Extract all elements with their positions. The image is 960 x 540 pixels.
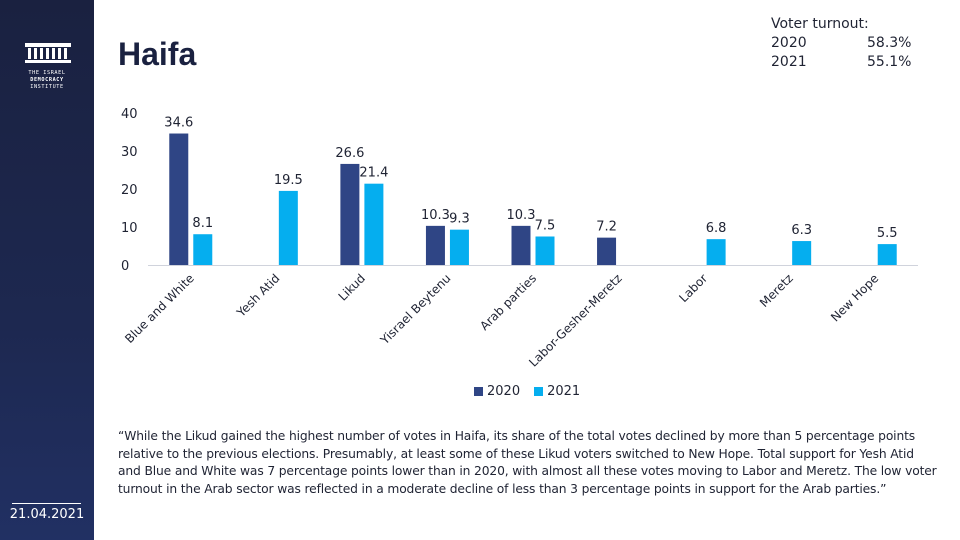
page-title: Haifa [118,36,197,72]
logo-text-line-3: INSTITUTE [30,84,64,90]
x-tick-label: Blue and White [122,271,197,346]
bar-2020-arab-parties [511,225,531,265]
legend-item-2020: 2020 [474,384,520,399]
voter-turnout-box: Voter turnout: 2020 58.3% 2021 55.1% [771,15,911,72]
data-label: 5.5 [877,226,898,241]
bar-chart: 0 10 20 30 40 34.6 8.1 Blue and White 19.5 Yesh A… [121,107,918,370]
y-tick-label: 30 [121,145,138,160]
x-tick-label: Yisrael Beytenu [377,271,454,348]
data-label: 6.8 [706,221,727,236]
sidebar: THE ISRAEL DEMOCRACY INSTITUTE 21.04.202… [0,0,94,540]
data-label: 6.3 [791,223,812,238]
x-tick-label: Yesh Atid [233,271,282,320]
analysis-quote: “While the Likud gained the highest numb… [118,429,937,496]
legend-swatch-2021 [534,387,544,396]
bar-2021-blue-and-white [193,234,213,265]
turnout-row-2020: 2020 58.3% [771,34,911,53]
logo-text-line-1: THE ISRAEL [28,70,66,76]
data-label: 10.3 [507,208,536,223]
turnout-value: 55.1% [867,54,912,70]
y-tick-label: 20 [121,183,138,198]
turnout-row-2021: 2021 55.1% [771,53,911,72]
x-tick-label: New Hope [828,271,881,324]
legend-label-2021: 2021 [547,384,581,399]
bar-2020-yisrael-beytenu [425,225,445,265]
data-label: 21.4 [359,166,388,181]
bar-2021-likud [364,183,384,265]
bar-2021-meretz [792,241,812,265]
data-label: 8.1 [192,216,213,231]
legend-swatch-2020 [474,387,483,396]
logo-text-line-2: DEMOCRACY [30,77,64,83]
bar-2020-likud [340,163,360,265]
data-label: 10.3 [421,208,450,223]
chart-legend: 2020 2021 [474,384,588,399]
turnout-label: Voter turnout: [771,16,869,32]
data-label: 26.6 [335,146,364,161]
data-label: 9.3 [449,212,470,227]
date-label: 21.04.2021 [9,507,85,522]
bar-2021-new-hope [877,244,897,265]
turnout-year: 2021 [771,54,807,70]
date-divider [12,503,81,504]
data-label: 7.2 [596,220,617,235]
legend-item-2021: 2021 [534,384,580,399]
x-tick-label: Labor-Gesher-Meretz [526,271,624,369]
y-tick-label: 10 [121,221,138,236]
data-label: 34.6 [164,116,193,131]
turnout-value: 58.3% [867,35,912,51]
y-tick-label: 0 [121,259,129,274]
bar-2021-yisrael-beytenu [449,229,469,265]
legend-label-2020: 2020 [487,384,521,399]
bar-2021-labor [706,239,726,265]
turnout-year: 2020 [771,35,807,51]
x-tick-label: Arab parties [477,271,539,333]
bar-2021-yesh-atid [278,190,298,265]
bar-2021-arab-parties [535,236,555,265]
bar-2020-labor-gesher-meretz [597,237,617,265]
israel-democracy-institute-logo-icon [25,43,71,63]
y-tick-label: 40 [121,107,138,122]
bar-2020-blue-and-white [169,133,189,265]
data-label: 19.5 [274,173,303,188]
x-tick-label: Likud [336,271,368,303]
x-tick-label: Labor [676,271,710,305]
data-label: 7.5 [535,219,556,234]
x-tick-label: Meretz [757,271,796,310]
